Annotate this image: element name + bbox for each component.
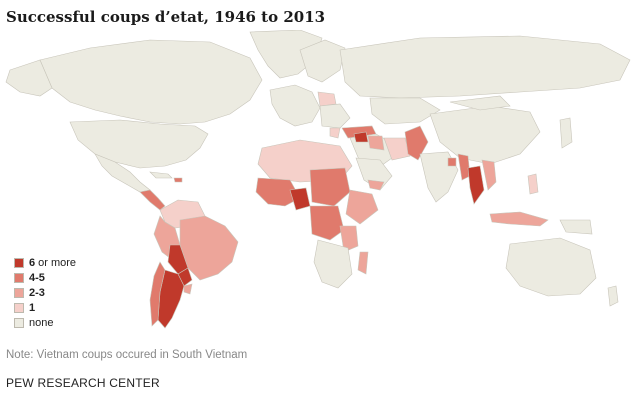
scandinavia bbox=[299, 39, 346, 83]
legend-label: none bbox=[29, 317, 54, 329]
iraq bbox=[367, 135, 385, 151]
eastern-europe bbox=[319, 103, 351, 129]
legend-item-2-3: 2-3 bbox=[14, 286, 76, 300]
ethiopia-somalia bbox=[345, 189, 379, 225]
haiti bbox=[173, 177, 183, 183]
greece bbox=[329, 127, 341, 139]
legend-label: 1 bbox=[29, 302, 36, 314]
legend-swatch bbox=[14, 273, 24, 283]
laos-vietnam bbox=[481, 159, 497, 191]
canada bbox=[39, 39, 263, 125]
mongolia bbox=[449, 95, 511, 111]
indonesia bbox=[489, 211, 549, 227]
legend-label: 2-3 bbox=[29, 287, 45, 299]
legend-item-none: none bbox=[14, 316, 76, 330]
madagascar bbox=[357, 251, 369, 275]
poland bbox=[317, 91, 337, 107]
new-zealand bbox=[607, 285, 619, 307]
syria-iraq bbox=[353, 131, 369, 143]
thailand bbox=[467, 165, 485, 205]
greenland bbox=[249, 30, 323, 79]
myanmar bbox=[457, 153, 471, 181]
legend-item-4-5: 4-5 bbox=[14, 271, 76, 285]
map-title: Successful coups d’etat, 1946 to 2013 bbox=[6, 8, 326, 26]
usa bbox=[69, 119, 209, 169]
western-europe bbox=[269, 84, 321, 127]
china bbox=[429, 105, 541, 165]
west-africa bbox=[255, 177, 301, 207]
yemen bbox=[367, 179, 385, 191]
australia bbox=[505, 237, 597, 297]
legend-item-6-or-more: 6 or more bbox=[14, 256, 76, 270]
east-africa bbox=[339, 225, 359, 253]
cuba bbox=[149, 171, 173, 179]
world-map bbox=[5, 30, 631, 329]
new-guinea bbox=[559, 219, 593, 235]
chile bbox=[149, 261, 166, 327]
legend-swatch bbox=[14, 288, 24, 298]
kazakhstan bbox=[369, 97, 441, 125]
legend-swatch bbox=[14, 318, 24, 328]
central-america bbox=[139, 189, 166, 211]
nigeria bbox=[289, 187, 311, 211]
philippines bbox=[527, 173, 539, 195]
footnote: Note: Vietnam coups occured in South Vie… bbox=[6, 349, 248, 361]
sudan-chad bbox=[309, 167, 351, 207]
legend-suffix: or more bbox=[38, 257, 77, 269]
russia bbox=[339, 35, 631, 99]
uruguay bbox=[183, 283, 193, 295]
legend-label: 6 bbox=[29, 257, 36, 269]
legend-label: 4-5 bbox=[29, 272, 45, 284]
legend: 6 or more 4-5 2-3 1 none bbox=[14, 256, 76, 331]
japan bbox=[559, 117, 573, 149]
legend-swatch bbox=[14, 303, 24, 313]
afghanistan-pakistan bbox=[404, 125, 429, 161]
iran bbox=[383, 137, 411, 161]
bangladesh bbox=[447, 157, 457, 167]
congo bbox=[309, 205, 345, 241]
source-credit: PEW RESEARCH CENTER bbox=[6, 376, 160, 390]
legend-swatch bbox=[14, 258, 24, 268]
alaska bbox=[5, 59, 53, 97]
legend-item-1: 1 bbox=[14, 301, 76, 315]
southern-africa bbox=[313, 239, 353, 289]
